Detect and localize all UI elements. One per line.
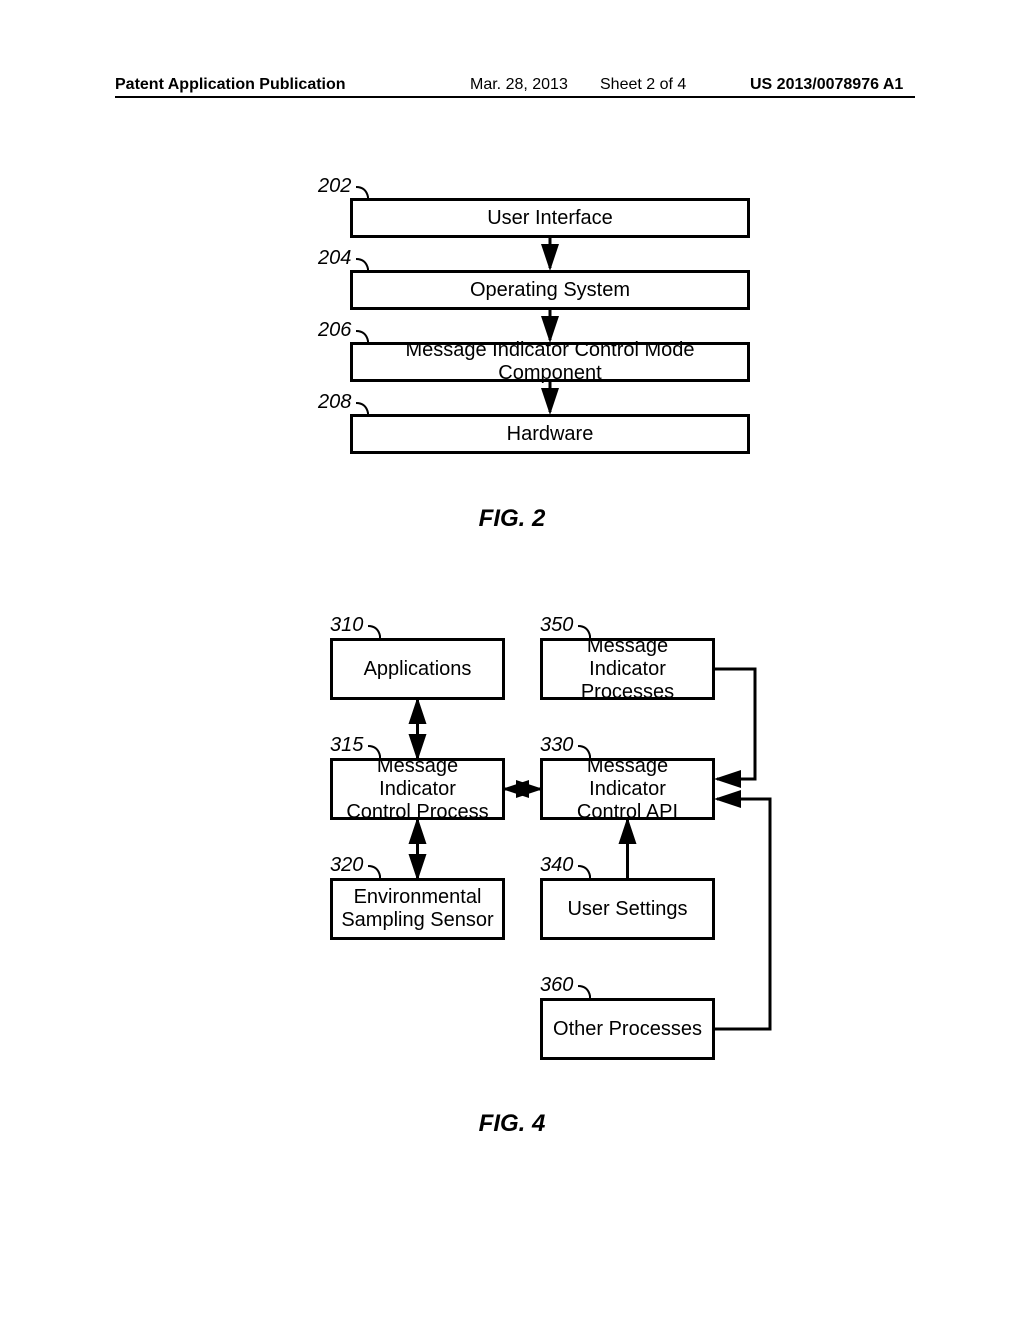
fig2-caption: FIG. 2 xyxy=(0,505,1024,533)
fig2-ref-204: 204 xyxy=(318,247,351,270)
fig4-caption: FIG. 4 xyxy=(0,1110,1024,1138)
fig4-block-340: User Settings xyxy=(540,878,715,940)
header-sheet: Sheet 2 of 4 xyxy=(600,76,686,94)
fig4-block-360: Other Processes xyxy=(540,998,715,1060)
fig2-block-206: Message Indicator Control Mode Component xyxy=(350,342,750,382)
fig4-ref-315: 315 xyxy=(330,734,363,757)
header-pub-number: US 2013/0078976 A1 xyxy=(750,76,903,94)
fig4-ref-320: 320 xyxy=(330,854,363,877)
fig4-ref-350: 350 xyxy=(540,614,573,637)
fig4-block-315: Message Indicator Control Process xyxy=(330,758,505,820)
header-pub-label: Patent Application Publication xyxy=(115,76,346,94)
fig4-block-320: Environmental Sampling Sensor xyxy=(330,878,505,940)
fig4-ref-330: 330 xyxy=(540,734,573,757)
page: Patent Application Publication Mar. 28, … xyxy=(0,0,1024,1320)
fig4-ref-310: 310 xyxy=(330,614,363,637)
fig2-ref-206: 206 xyxy=(318,319,351,342)
header-rule xyxy=(115,96,915,98)
fig4-block-310: Applications xyxy=(330,638,505,700)
page-header: Patent Application Publication Mar. 28, … xyxy=(0,88,1024,118)
fig2-ref-202: 202 xyxy=(318,175,351,198)
fig2-block-208: Hardware xyxy=(350,414,750,454)
fig4-ref-340: 340 xyxy=(540,854,573,877)
fig4-block-350: Message Indicator Processes xyxy=(540,638,715,700)
fig2-ref-208: 208 xyxy=(318,391,351,414)
fig4-ref-360: 360 xyxy=(540,974,573,997)
fig2-block-204: Operating System xyxy=(350,270,750,310)
header-date: Mar. 28, 2013 xyxy=(470,76,568,94)
fig2-block-202: User Interface xyxy=(350,198,750,238)
fig4-block-330: Message Indicator Control API xyxy=(540,758,715,820)
